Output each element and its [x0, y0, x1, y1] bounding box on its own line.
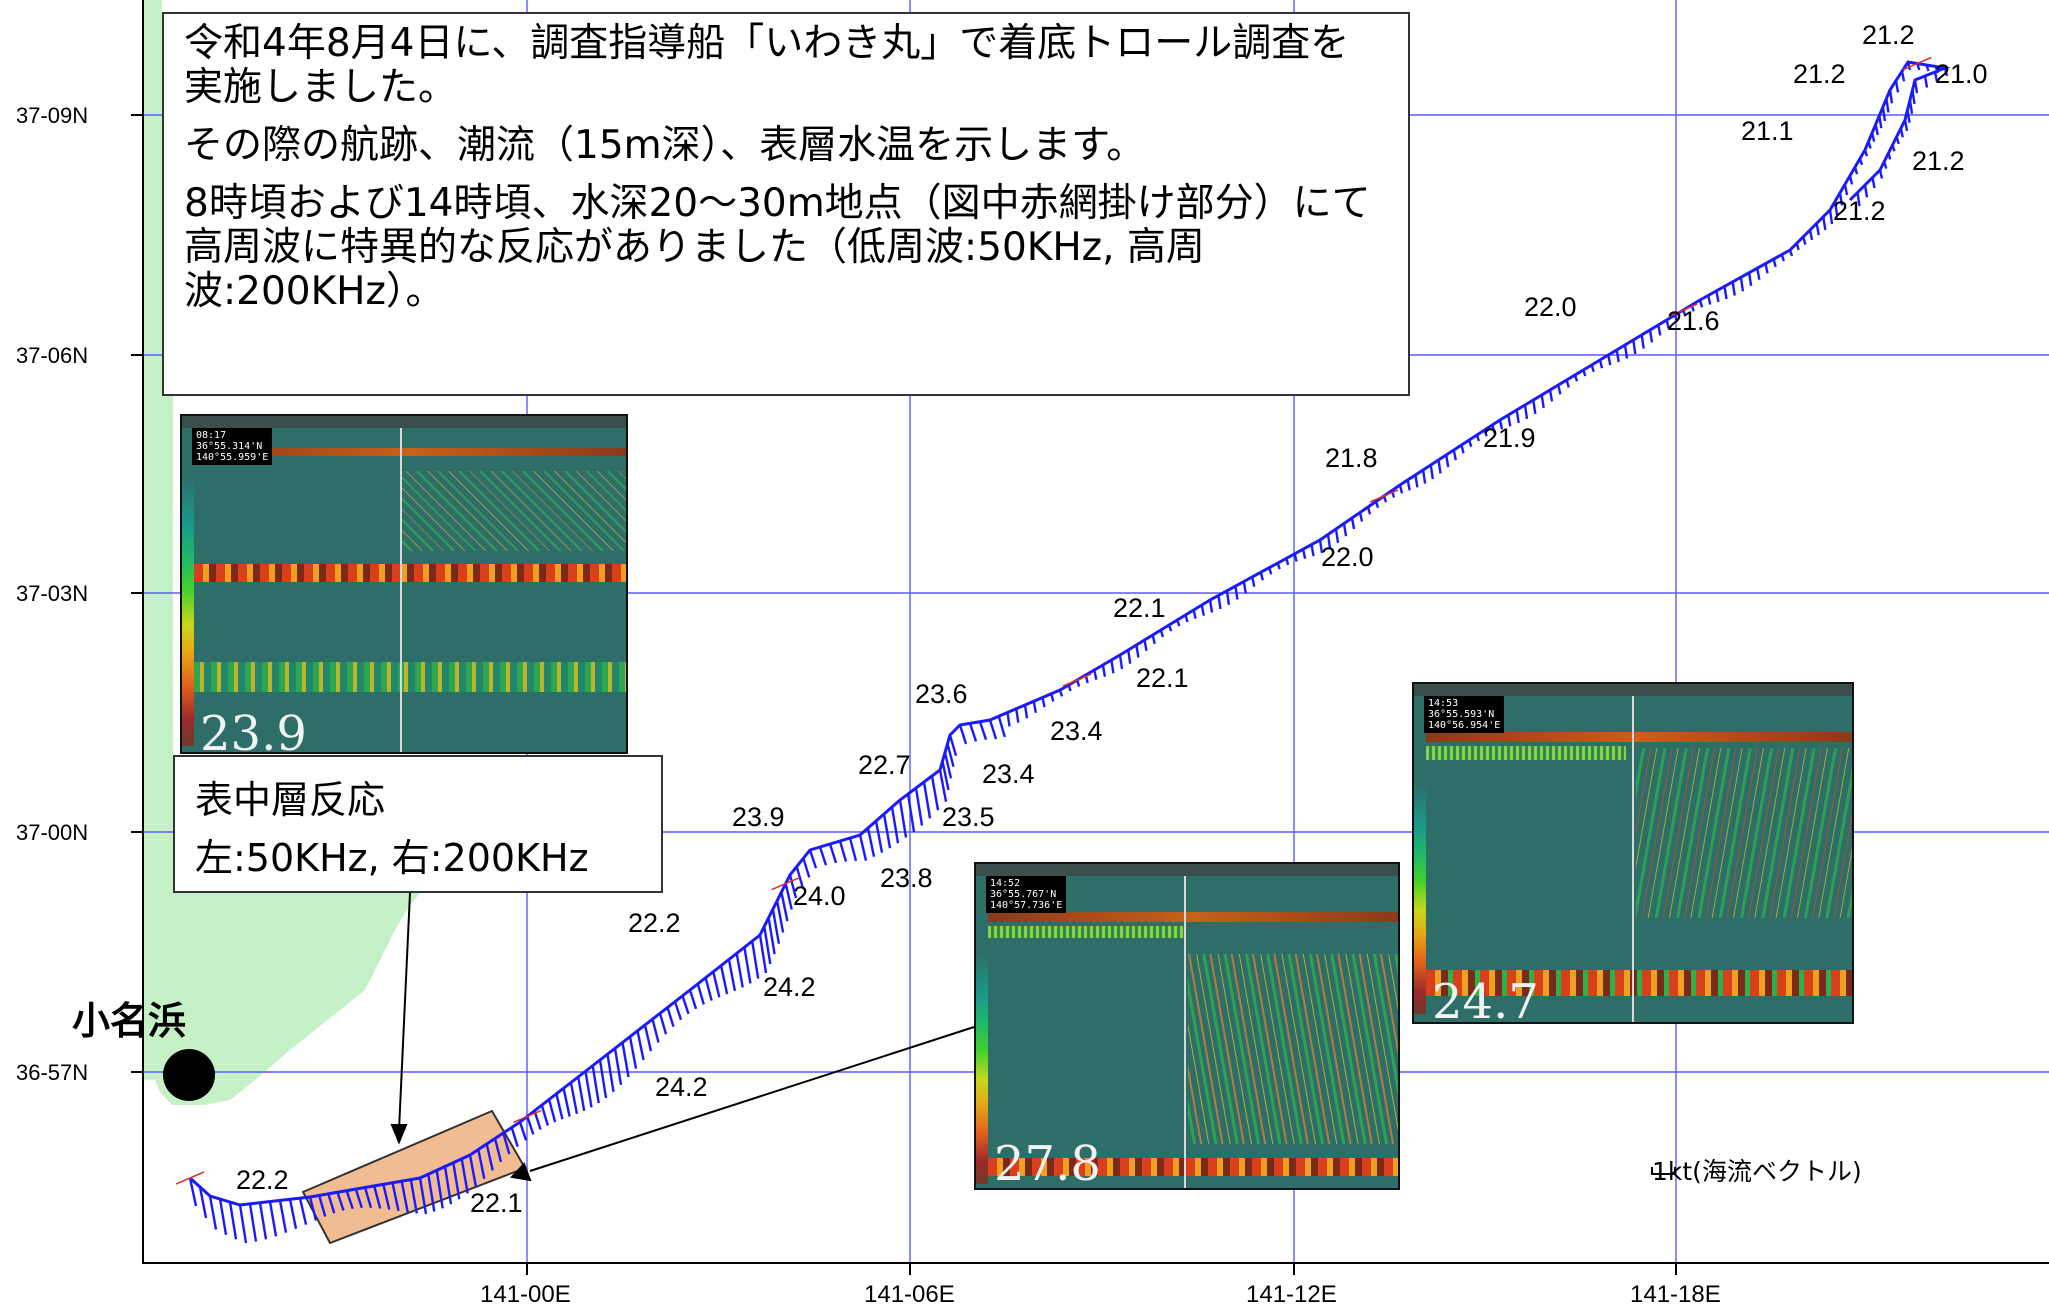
- echogram-surface-band: [194, 448, 626, 456]
- temp-label: 24.2: [763, 972, 816, 1002]
- temp-label: 23.4: [982, 759, 1035, 789]
- echogram-left: 08:17 36°55.314'N 140°55.959'E 23.9: [180, 414, 628, 754]
- echogram-scatter: [402, 471, 626, 551]
- callout-title: 表中層反応: [195, 778, 386, 822]
- lon-label: 141-06E: [864, 1281, 955, 1308]
- temp-label: 21.6: [1667, 306, 1720, 336]
- echogram-temperature: 23.9: [200, 706, 307, 754]
- reaction-area: [301, 1109, 527, 1245]
- scale-note: 1kt(海流ベクトル): [1652, 1157, 1862, 1186]
- temp-label: 23.6: [915, 679, 968, 709]
- temperature-marks: [175, 56, 1932, 1185]
- echogram-color-scale: [976, 954, 988, 1184]
- place-label: 小名浜: [72, 999, 187, 1043]
- lat-label: 37-09N: [16, 103, 88, 128]
- temp-label: 21.2: [1833, 196, 1886, 226]
- info-line: 令和4年8月4日に、調査指導船「いわき丸」で着底トロール調査を実施しました。: [184, 21, 1350, 110]
- map-frame: [131, 0, 2049, 1275]
- reaction-callout: 表中層反応 左:50KHz, 右:200KHz: [173, 755, 663, 893]
- echogram-coords: 08:17 36°55.314'N 140°55.959'E: [192, 428, 273, 465]
- temp-label: 21.0: [1935, 59, 1988, 89]
- temp-label: 24.2: [655, 1072, 708, 1102]
- temp-label: 22.2: [628, 908, 681, 938]
- info-box: 令和4年8月4日に、調査指導船「いわき丸」で着底トロール調査を実施しました。 そ…: [162, 12, 1410, 396]
- scale-bar-icon: [1651, 1167, 1676, 1175]
- temp-label: 22.0: [1524, 292, 1577, 322]
- lat-label: 36-57N: [16, 1060, 88, 1085]
- temp-label: 23.8: [880, 863, 933, 893]
- echogram-divider: [1632, 696, 1634, 1022]
- temp-label: 24.0: [793, 881, 846, 911]
- echogram-header: [976, 864, 1398, 876]
- temp-label: 23.4: [1050, 716, 1103, 746]
- temp-label: 22.1: [470, 1188, 523, 1218]
- temp-label: 22.1: [1113, 593, 1166, 623]
- temp-label: 21.2: [1912, 146, 1965, 176]
- info-line: 8時頃および14時頃、水深20〜30m地点（図中赤網掛け部分）にて高周波に特異的…: [184, 181, 1371, 314]
- callout-subtitle: 左:50KHz, 右:200KHz: [195, 836, 589, 880]
- echogram-bottom-band: [988, 1158, 1398, 1176]
- echogram-surface-band: [1426, 732, 1852, 742]
- echogram-coords: 14:53 36°55.593'N 140°56.954'E: [1424, 696, 1505, 733]
- echogram-scatter: [1188, 954, 1398, 1144]
- temp-label: 21.2: [1862, 20, 1915, 50]
- lat-label: 37-06N: [16, 343, 88, 368]
- echogram-temperature: 27.8: [994, 1136, 1101, 1190]
- temp-label: 23.9: [732, 802, 785, 832]
- echogram-noise-band: [988, 926, 1184, 938]
- echogram-divider: [400, 428, 402, 752]
- echogram-right: 14:53 36°55.593'N 140°56.954'E 24.7: [1412, 682, 1854, 1024]
- temp-label: 22.7: [858, 750, 911, 780]
- lon-label: 141-00E: [480, 1281, 571, 1308]
- echogram-temperature: 24.7: [1432, 974, 1539, 1024]
- echogram-color-scale: [182, 476, 194, 746]
- callout-pointers: [390, 892, 975, 1182]
- echogram-bottom-band: [1426, 970, 1852, 996]
- lon-label: 141-12E: [1246, 1281, 1337, 1308]
- temp-label: 22.2: [236, 1165, 289, 1195]
- echogram-noise-band: [1426, 746, 1626, 760]
- echogram-coords: 14:52 36°55.767'N 140°57.736'E: [986, 876, 1067, 913]
- lat-label: 37-00N: [16, 820, 88, 845]
- temp-label: 21.2: [1793, 59, 1846, 89]
- echogram-header: [1414, 684, 1852, 696]
- lat-label: 37-03N: [16, 581, 88, 606]
- echogram-scatter: [1636, 748, 1852, 918]
- lon-label: 141-18E: [1630, 1281, 1721, 1308]
- temp-label: 21.9: [1483, 423, 1536, 453]
- info-line: その際の航跡、潮流（15m深）、表層水温を示します。: [184, 123, 1146, 168]
- temp-label: 21.8: [1325, 443, 1378, 473]
- temp-label: 21.1: [1741, 116, 1794, 146]
- temp-label: 22.1: [1136, 663, 1189, 693]
- echogram-bottom-band: [194, 564, 626, 582]
- echogram-header: [182, 416, 626, 428]
- echogram-divider: [1184, 876, 1186, 1188]
- temp-label: 22.0: [1321, 542, 1374, 572]
- echogram-surface-band: [988, 912, 1398, 922]
- echogram-middle: 14:52 36°55.767'N 140°57.736'E 27.8: [974, 862, 1400, 1190]
- ship-track: [188, 60, 1951, 1207]
- echogram-second-band: [194, 662, 626, 692]
- temp-label: 23.5: [942, 802, 995, 832]
- echogram-color-scale: [1414, 784, 1426, 1014]
- port-marker: [163, 1049, 215, 1101]
